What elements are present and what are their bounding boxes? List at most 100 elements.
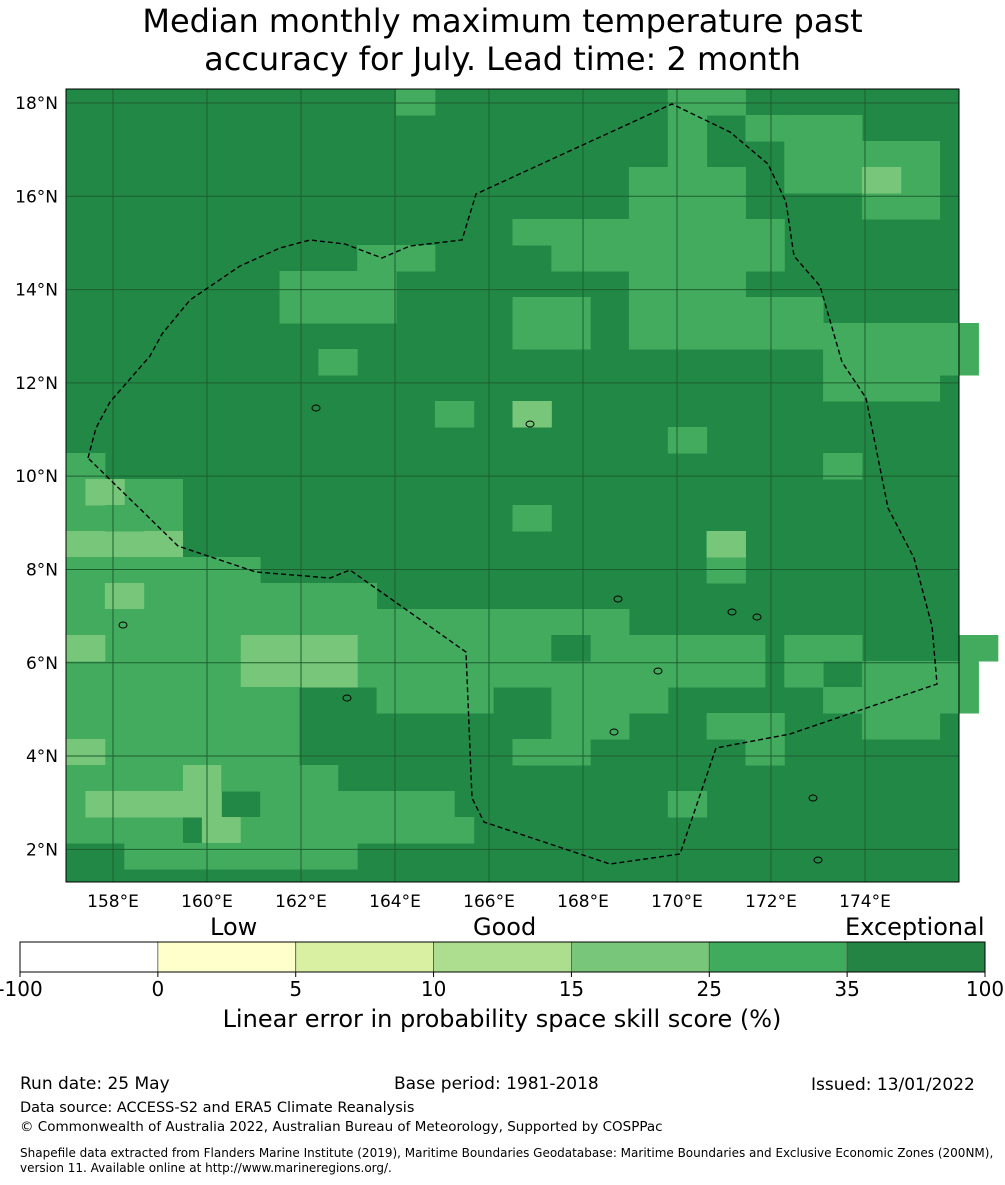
skill-cell: [823, 349, 979, 376]
lat-tick-label: 8°N: [26, 560, 58, 580]
skill-cell: [260, 791, 455, 818]
lon-tick-label: 164°E: [369, 892, 421, 912]
lon-tick-label: 160°E: [181, 892, 233, 912]
shapefile-note: Shapefile data extracted from Flanders M…: [20, 1146, 994, 1175]
lat-tick-label: 14°N: [15, 281, 58, 301]
eez-boundary: [87, 103, 938, 865]
skill-cell: [396, 89, 436, 116]
lat-tick-label: 12°N: [15, 374, 58, 394]
skill-cell: [85, 479, 125, 506]
skill-cell: [124, 843, 358, 870]
colorbar: [19, 941, 986, 973]
map-title: Median monthly maximum temperature past …: [0, 2, 1005, 78]
island-outline: [727, 608, 737, 616]
longitude-tick-labels: 158°E 160°E 162°E 164°E 166°E 168°E 170°E 172°E…: [87, 892, 891, 912]
skill-cell: [823, 375, 941, 402]
colorbar-segment: [708, 941, 848, 973]
skill-cell: [959, 635, 999, 662]
skill-cell: [512, 739, 591, 766]
colorbar-tick-label: 25: [697, 977, 722, 1001]
skill-cell: [512, 297, 591, 350]
colorbar-label-low: Low: [210, 913, 258, 941]
colorbar-label-exceptional: Exceptional: [845, 913, 985, 941]
run-date: Run date: 25 May: [20, 1074, 170, 1094]
colorbar-tick-label: 10: [421, 977, 446, 1001]
lon-tick-label: 162°E: [275, 892, 327, 912]
skill-cell: [784, 635, 824, 688]
lon-tick-label: 158°E: [87, 892, 139, 912]
island-outline: [752, 613, 762, 621]
skill-cell: [861, 167, 902, 194]
skill-cell: [861, 687, 979, 714]
island-outline: [118, 621, 128, 629]
colorbar-tick-label: 100: [966, 977, 1004, 1001]
skill-cell: [279, 271, 397, 324]
lat-tick-label: 10°N: [15, 467, 58, 487]
colorbar-segment: [571, 941, 710, 973]
skill-cell: [221, 583, 378, 610]
island-outlines: [118, 404, 823, 864]
island-outline: [311, 404, 321, 412]
lat-tick-label: 18°N: [15, 94, 58, 114]
colorbar-tick-label: 0: [151, 977, 164, 1001]
lon-tick-label: 174°E: [839, 892, 891, 912]
colorbar-tick-label: -100: [0, 977, 43, 1001]
skill-cell: [85, 791, 203, 818]
skill-cell: [376, 687, 494, 714]
graticule: [66, 89, 959, 882]
skill-cell: [201, 817, 242, 844]
colorbar-axis-label: Linear error in probability space skill …: [223, 1005, 782, 1033]
skill-cell: [240, 817, 475, 844]
skill-cell: [66, 531, 183, 558]
skill-grid-cells: [66, 89, 999, 882]
skill-cell: [784, 115, 863, 194]
skill-cell: [628, 271, 746, 350]
skill-cell: [667, 427, 708, 454]
skill-cell: [551, 219, 785, 272]
skill-cell: [861, 661, 979, 688]
island-outline: [342, 694, 352, 702]
skill-cell: [182, 765, 222, 792]
skill-cell: [551, 635, 591, 662]
skill-cell: [823, 635, 863, 662]
skill-cell: [745, 297, 824, 324]
colorbar-tick-label: 5: [289, 977, 302, 1001]
colorbar-label-good: Good: [473, 913, 537, 941]
skill-cell: [667, 115, 708, 168]
colorbar-segment: [19, 941, 159, 973]
skill-cell: [66, 739, 106, 766]
skill-cell: [745, 115, 785, 142]
skill-cell: [745, 739, 785, 766]
skill-cell: [706, 531, 746, 558]
skill-cell: [512, 401, 552, 428]
skill-cell: [318, 349, 358, 376]
skill-cell: [512, 505, 552, 532]
island-outline: [525, 420, 535, 428]
colorbar-segment: [433, 941, 572, 973]
skill-cell: [823, 453, 863, 480]
skill-cell: [706, 713, 785, 740]
map-frame: [65, 88, 960, 883]
colorbar-frame: [19, 941, 986, 973]
island-outline: [653, 667, 663, 675]
skill-cell: [221, 557, 261, 584]
colorbar-segment: [157, 941, 297, 973]
skill-cell: [104, 505, 145, 532]
lat-tick-label: 2°N: [26, 840, 58, 860]
skill-cell: [66, 453, 106, 480]
data-source: Data source: ACCESS-S2 and ERA5 Climate …: [20, 1100, 415, 1116]
colorbar-tick-label: 15: [559, 977, 584, 1001]
skill-cell: [240, 635, 358, 688]
island-outline: [609, 728, 619, 736]
skill-score-map: 158°E 160°E 162°E 164°E 166°E 168°E 170°E 172°E…: [0, 88, 1004, 1033]
title-line-2: accuracy for July. Lead time: 2 month: [204, 40, 801, 78]
island-outline: [808, 794, 818, 802]
lon-tick-label: 170°E: [651, 892, 703, 912]
skill-cell: [182, 557, 222, 584]
lon-tick-label: 166°E: [463, 892, 515, 912]
base-period: Base period: 1981-2018: [394, 1074, 599, 1094]
skill-cell: [66, 635, 106, 662]
skill-cell: [667, 791, 708, 818]
colorbar-tick-labels: -100 0 5 10 15 25 35 100: [0, 972, 1004, 1001]
colorbar-segment: [846, 941, 986, 973]
